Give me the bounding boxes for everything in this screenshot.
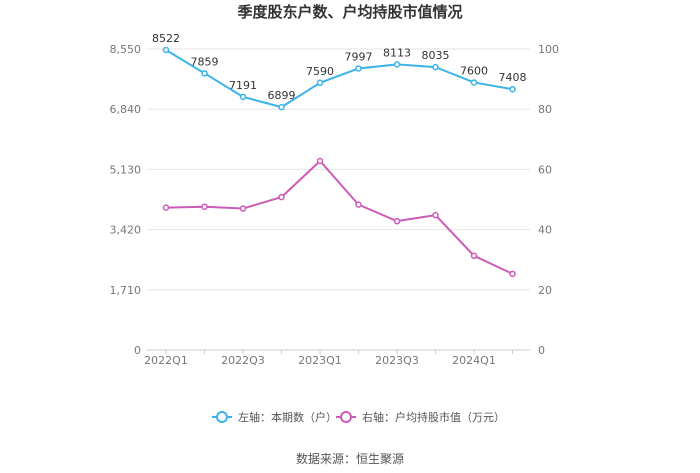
x-axis: 2022Q1 2022Q3 2023Q1 2023Q3 2024Q1 — [144, 349, 530, 367]
left-axis-tick-label: 3,420 — [110, 224, 142, 237]
right-axis-tick-label: 40 — [538, 224, 552, 237]
data-label-left: 7191 — [229, 79, 257, 92]
grid-layer — [147, 48, 530, 291]
data-label-left: 7408 — [499, 71, 527, 84]
data-point-left[interactable] — [355, 65, 362, 72]
data-point-right[interactable] — [470, 252, 478, 260]
data-label-left: 8035 — [422, 49, 450, 62]
left-axis-tick-label: 5,130 — [110, 163, 142, 176]
right-axis-tick-label: 0 — [538, 344, 545, 357]
legend-label-left-series: 左轴：本期数（户） — [238, 410, 337, 424]
left-axis: 0 1,710 3,420 5,130 6,840 8,550 — [110, 43, 142, 357]
data-point-left[interactable] — [393, 61, 401, 68]
data-label-left: 8522 — [152, 32, 180, 45]
legend-item-left-series[interactable]: 左轴：本期数（户） — [212, 410, 337, 424]
data-point-left[interactable] — [316, 79, 324, 87]
left-axis-tick-label: 8,550 — [110, 43, 142, 56]
data-point-left[interactable] — [239, 93, 247, 101]
legend-item-right-series[interactable]: 右轴：户均持股市值（万元） — [336, 410, 505, 424]
series-layer: 8522 7859 7191 6899 7590 7997 8113 8035 7600 7408 — [152, 32, 527, 278]
x-axis-tick-label: 2023Q1 — [298, 354, 342, 367]
data-source-note: 数据来源：恒生聚源 — [296, 451, 404, 466]
right-axis-tick-label: 100 — [538, 43, 559, 56]
x-axis-tick-label: 2024Q1 — [452, 354, 496, 367]
data-point-right[interactable] — [201, 203, 208, 210]
data-point-left[interactable] — [432, 63, 439, 71]
right-axis-tick-label: 60 — [538, 163, 552, 176]
data-point-right[interactable] — [393, 217, 401, 225]
legend-marker-left-series — [216, 411, 228, 423]
x-axis-tick-label: 2023Q3 — [375, 354, 419, 367]
right-axis: 0 20 40 60 80 100 — [538, 43, 559, 357]
data-point-right[interactable] — [432, 211, 439, 219]
x-axis-tick-label: 2022Q1 — [144, 354, 188, 367]
data-point-left[interactable] — [201, 70, 208, 77]
legend-marker-right-series — [340, 411, 352, 423]
data-point-left[interactable] — [162, 46, 170, 54]
data-label-left: 7997 — [345, 50, 373, 63]
data-label-left: 7859 — [191, 55, 219, 68]
left-axis-tick-label: 1,710 — [110, 284, 142, 297]
legend-label-right-series: 右轴：户均持股市值（万元） — [362, 410, 505, 424]
data-point-right[interactable] — [239, 205, 247, 212]
data-label-left: 7600 — [460, 64, 488, 77]
data-point-right[interactable] — [509, 270, 516, 278]
left-axis-tick-label: 0 — [134, 344, 141, 357]
x-axis-tick-label: 2022Q3 — [221, 354, 265, 367]
data-label-left: 8113 — [383, 46, 411, 59]
data-label-left: 6899 — [268, 89, 296, 102]
series-line-right — [165, 159, 513, 275]
data-point-left[interactable] — [470, 79, 478, 86]
data-label-left: 7590 — [306, 65, 334, 78]
right-axis-tick-label: 20 — [538, 284, 552, 297]
data-point-right[interactable] — [316, 157, 324, 165]
data-point-left[interactable] — [278, 103, 285, 111]
data-point-left[interactable] — [509, 85, 516, 93]
right-axis-tick-label: 80 — [538, 103, 552, 116]
data-point-right[interactable] — [162, 204, 170, 211]
data-point-right[interactable] — [278, 193, 285, 201]
legend[interactable]: 左轴：本期数（户） 右轴：户均持股市值（万元） — [212, 410, 505, 424]
left-axis-tick-label: 6,840 — [110, 103, 142, 116]
chart-title: 季度股东户数、户均持股市值情况 — [237, 3, 462, 21]
series-line-left — [165, 49, 513, 109]
data-point-right[interactable] — [355, 201, 362, 208]
